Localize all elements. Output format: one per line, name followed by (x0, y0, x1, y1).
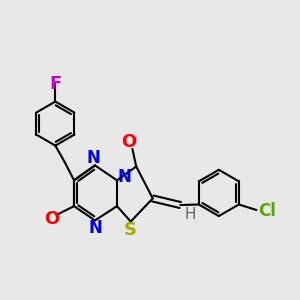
Text: S: S (124, 221, 137, 239)
Text: F: F (49, 75, 62, 93)
Text: H: H (184, 207, 196, 222)
Text: O: O (44, 210, 60, 228)
Text: O: O (122, 133, 137, 151)
Text: N: N (88, 219, 102, 237)
Text: N: N (118, 168, 132, 186)
Text: N: N (87, 149, 101, 167)
Text: Cl: Cl (259, 202, 276, 220)
